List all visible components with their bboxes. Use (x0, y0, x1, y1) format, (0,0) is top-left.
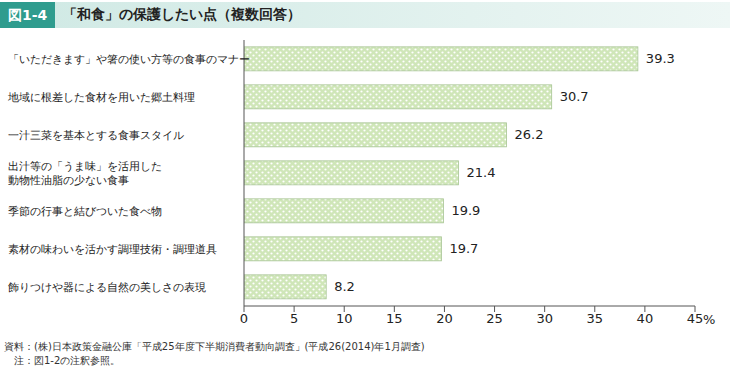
svg-text:20: 20 (436, 311, 453, 326)
svg-text:5: 5 (290, 311, 298, 326)
svg-text:39.3: 39.3 (646, 51, 675, 66)
svg-text:季節の行事と結びついた食べ物: 季節の行事と結びついた食べ物 (8, 205, 162, 217)
svg-text:30.7: 30.7 (560, 89, 589, 104)
svg-text:45: 45 (687, 311, 704, 326)
svg-text:26.2: 26.2 (515, 127, 544, 142)
svg-text:40: 40 (637, 311, 654, 326)
svg-text:「いただきます」や箸の使い方等の食事のマナー: 「いただきます」や箸の使い方等の食事のマナー (8, 53, 250, 66)
svg-text:25: 25 (486, 311, 503, 326)
svg-text:8.2: 8.2 (334, 279, 355, 294)
svg-text:15: 15 (386, 311, 403, 326)
svg-text:素材の味わいを活かす調理技術・調理道具: 素材の味わいを活かす調理技術・調理道具 (8, 243, 217, 256)
svg-text:飾りつけや器による自然の美しさの表現: 飾りつけや器による自然の美しさの表現 (8, 281, 206, 294)
svg-text:%: % (703, 312, 715, 327)
svg-text:21.4: 21.4 (466, 165, 495, 180)
svg-text:出汁等の「うま味」を活用した動物性油脂の少ない食事: 出汁等の「うま味」を活用した動物性油脂の少ない食事 (8, 160, 162, 186)
html-text:図1-4: 図1-4 (8, 7, 48, 23)
html-text:「和食」の保護したい点（複数回答）: 「和食」の保護したい点（複数回答） (63, 6, 302, 22)
svg-text:0: 0 (240, 311, 248, 326)
svg-text:19.9: 19.9 (451, 203, 480, 218)
svg-text:一汁三菜を基本とする食事スタイル: 一汁三菜を基本とする食事スタイル (8, 129, 184, 142)
svg-text:35: 35 (587, 311, 604, 326)
html-text:資料：(株)日本政策金融公庫「平成25年度下半期消費者動向調: 資料：(株)日本政策金融公庫「平成25年度下半期消費者動向調査」(平成26(20… (4, 341, 425, 352)
svg-text:19.7: 19.7 (449, 241, 478, 256)
svg-text:30: 30 (536, 311, 553, 326)
html-text:注：図1-2の注釈参照。: 注：図1-2の注釈参照。 (4, 355, 121, 366)
svg-text:10: 10 (336, 311, 353, 326)
svg-text:地域に根差した食材を用いた郷土料理: 地域に根差した食材を用いた郷土料理 (8, 91, 195, 103)
